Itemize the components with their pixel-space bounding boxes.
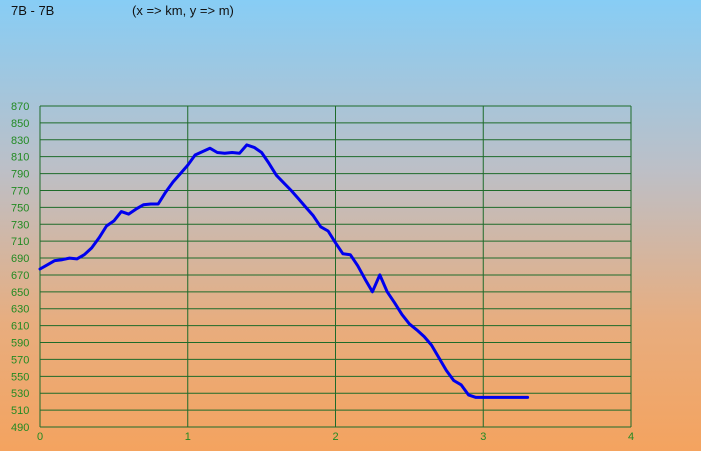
y-tick-label: 790 <box>11 169 29 181</box>
y-tick-label: 670 <box>11 270 29 282</box>
y-tick-label: 550 <box>11 371 29 383</box>
y-tick-label: 810 <box>11 152 29 164</box>
elevation-series-line <box>38 143 530 399</box>
units-note: (x => km, y => m) <box>132 3 234 18</box>
y-tick-label: 630 <box>11 304 29 316</box>
y-tick-label: 770 <box>11 185 29 197</box>
chart-title: 7B - 7B <box>11 3 55 18</box>
y-tick-label: 690 <box>11 253 29 265</box>
y-tick-label: 590 <box>11 338 29 350</box>
x-tick-label: 1 <box>185 431 191 443</box>
y-tick-label: 650 <box>11 287 29 299</box>
y-tick-label: 510 <box>11 405 29 417</box>
y-tick-label: 870 <box>11 101 29 113</box>
y-tick-label: 530 <box>11 388 29 400</box>
y-tick-label: 490 <box>11 422 29 434</box>
y-tick-label: 750 <box>11 202 29 214</box>
x-tick-label: 0 <box>37 431 43 443</box>
y-tick-label: 730 <box>11 219 29 231</box>
x-tick-label: 2 <box>332 431 338 443</box>
y-tick-label: 610 <box>11 321 29 333</box>
y-tick-label: 830 <box>11 135 29 147</box>
y-tick-label: 710 <box>11 236 29 248</box>
y-tick-label: 850 <box>11 118 29 130</box>
x-tick-label: 3 <box>480 431 486 443</box>
x-tick-label: 4 <box>628 431 634 443</box>
y-tick-label: 570 <box>11 354 29 366</box>
